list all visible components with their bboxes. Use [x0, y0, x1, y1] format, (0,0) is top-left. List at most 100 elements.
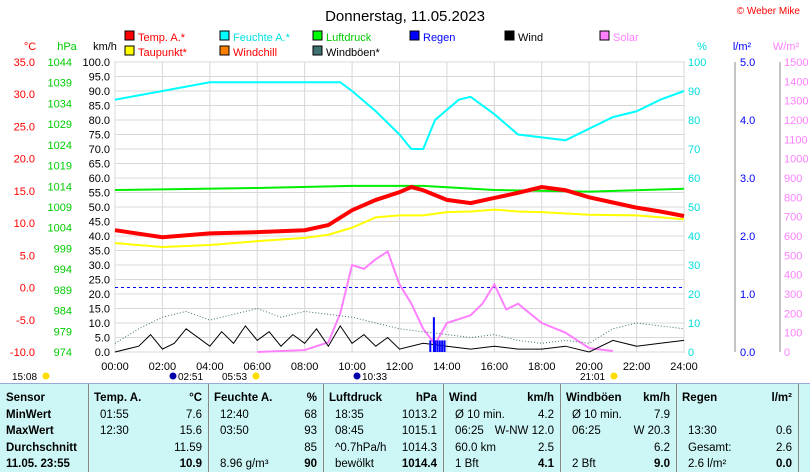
table-label: Feuchte A. — [214, 392, 273, 404]
table-value: 1014.4 — [401, 458, 437, 470]
rain-bar — [441, 340, 444, 352]
table-row: Temp. A. °C — [92, 390, 204, 407]
table-value: °C — [189, 392, 202, 404]
y-tick-label-pressure: 1029 — [48, 119, 72, 131]
table-row: Gesamt: 2.6 — [680, 440, 794, 457]
y-tick-label-wind: 90.0 — [89, 86, 110, 98]
table-label: 12:30 — [100, 425, 129, 437]
axis-unit-humidity: % — [697, 41, 707, 53]
legend-label: Taupunkt* — [138, 47, 188, 59]
table-value: W 20.3 — [633, 425, 670, 437]
legend-item: Feuchte A.* — [219, 30, 291, 44]
table-label: Temp. A. — [94, 392, 142, 404]
y-tick-label-solar: 1300 — [784, 96, 808, 108]
axis-unit-pressure: hPa — [57, 41, 77, 53]
table-label: Ø 10 min. — [455, 408, 505, 421]
table-column: Wind km/h Ø 10 min. 4.2 06:25 W-NW 12.0 60.0 k… — [443, 384, 561, 472]
legend-label: Solar — [613, 32, 639, 44]
y-tick-label-wind: 25.0 — [89, 275, 110, 287]
y-tick-label-rain: 4.0 — [740, 115, 755, 127]
weather-chart: Donnerstag, 11.05.2023 © Weber Mike Temp. … — [10, 6, 809, 383]
table-label: 06:25 — [572, 425, 601, 437]
y-tick-label-humidity: 100 — [688, 57, 706, 69]
table-value: W-NW 12.0 — [494, 425, 554, 437]
y-tick-label-humidity: 0 — [688, 347, 694, 359]
x-tick-label: 08:00 — [291, 361, 319, 373]
table-column: Windböen km/h Ø 10 min. 7.9 06:25 W 20.3 6.2 2 … — [560, 384, 677, 472]
table-value: 15.6 — [179, 425, 202, 437]
sun-icon: 15:08 — [12, 372, 50, 383]
y-tick-label-temp: 15.0 — [14, 186, 35, 198]
legend-item: Regen — [409, 30, 455, 44]
table-value: 2.5 — [538, 441, 554, 454]
x-tick-label: 24:00 — [670, 361, 698, 373]
sun-moon-symbol — [252, 372, 260, 380]
y-tick-label-temp: 25.0 — [14, 121, 35, 133]
y-tick-label-wind: 40.0 — [89, 231, 110, 243]
table-label: Durchschnitt — [6, 441, 77, 454]
y-tick-label-wind: 20.0 — [89, 289, 110, 301]
table-label: Gesamt: — [688, 441, 732, 454]
table-value: 68 — [304, 408, 317, 421]
table-row: Feuchte A.% — [212, 390, 319, 407]
legend-swatch — [409, 30, 420, 41]
y-tick-label-wind: 0.0 — [95, 347, 110, 359]
table-row: 6.2 — [564, 440, 672, 457]
table-label: 8.96 g/m³ — [220, 458, 269, 470]
table-value: hPa — [415, 392, 437, 404]
table-value: 1015.1 — [401, 425, 437, 437]
table-row: 08:45 1015.1 — [327, 423, 439, 440]
x-tick-label: 04:00 — [196, 361, 224, 373]
table-value: 1014.3 — [401, 441, 437, 454]
table-column: Regen l/m² 13:30 0.6 Gesamt: 2.6 2.6 l/m² 0.0 — [676, 384, 799, 472]
table-row: 1 Bft 4.1 — [447, 456, 556, 473]
rain-bar — [429, 340, 432, 352]
sun-moon-symbol — [42, 372, 50, 380]
table-row: ^0.7hPa/h 1014.3 — [327, 440, 439, 457]
table-label: 01:55 — [100, 408, 129, 421]
x-tick-label: 10:00 — [338, 361, 366, 373]
sunrise-icon: 05:53 — [222, 372, 260, 383]
table-row: 06:25 W 20.3 — [564, 423, 672, 440]
table-label: Sensor — [6, 392, 45, 404]
copyright: © Weber Mike — [737, 6, 801, 17]
x-tick-label: 18:00 — [528, 361, 556, 373]
series-temp-a — [114, 184, 685, 240]
y-tick-label-temp: 35.0 — [14, 57, 35, 69]
table-value: 90 — [304, 458, 317, 470]
table-value: 0.0 — [776, 458, 792, 470]
table-label: 03:50 — [220, 425, 249, 437]
y-tick-label-humidity: 40 — [688, 231, 700, 243]
legend-label: Luftdruck — [326, 32, 372, 44]
y-tick-label-pressure: 1039 — [48, 78, 72, 90]
table-value: % — [306, 392, 317, 404]
y-tick-label-solar: 1100 — [784, 134, 808, 146]
y-tick-label-humidity: 10 — [688, 318, 700, 330]
table-label: Wind — [449, 392, 477, 404]
table-label: 13:30 — [688, 425, 717, 437]
series-luftdruck — [114, 184, 685, 193]
legend-swatch — [504, 30, 515, 41]
y-tick-label-pressure: 979 — [54, 326, 72, 338]
table-label: MinWert — [6, 408, 52, 421]
y-tick-label-solar: 500 — [784, 250, 802, 262]
y-tick-label-solar: 1400 — [784, 76, 808, 88]
table-row: 85 — [212, 440, 319, 457]
y-tick-label-wind: 65.0 — [89, 159, 110, 171]
y-tick-label-humidity: 70 — [688, 144, 700, 156]
sun-moon-symbol — [169, 372, 177, 380]
axis-unit-rain: l/m² — [733, 41, 752, 53]
y-tick-label-solar: 300 — [784, 289, 802, 301]
table-value: 93 — [304, 425, 317, 437]
axis-unit-wind: km/h — [93, 41, 117, 53]
table-label: Luftdruck — [329, 392, 383, 404]
table-label: ^0.7hPa/h — [335, 441, 387, 454]
table-row: 60.0 km 2.5 — [447, 440, 556, 457]
sun-moon-time: 05:53 — [222, 372, 247, 383]
y-tick-label-solar: 1000 — [784, 154, 808, 166]
table-row: Regen l/m² — [680, 390, 794, 407]
y-tick-label-solar: 800 — [784, 192, 802, 204]
table-row: 03:50 93 — [212, 423, 319, 440]
y-tick-label-wind: 10.0 — [89, 318, 110, 330]
table-row: Windböen km/h — [564, 390, 672, 407]
